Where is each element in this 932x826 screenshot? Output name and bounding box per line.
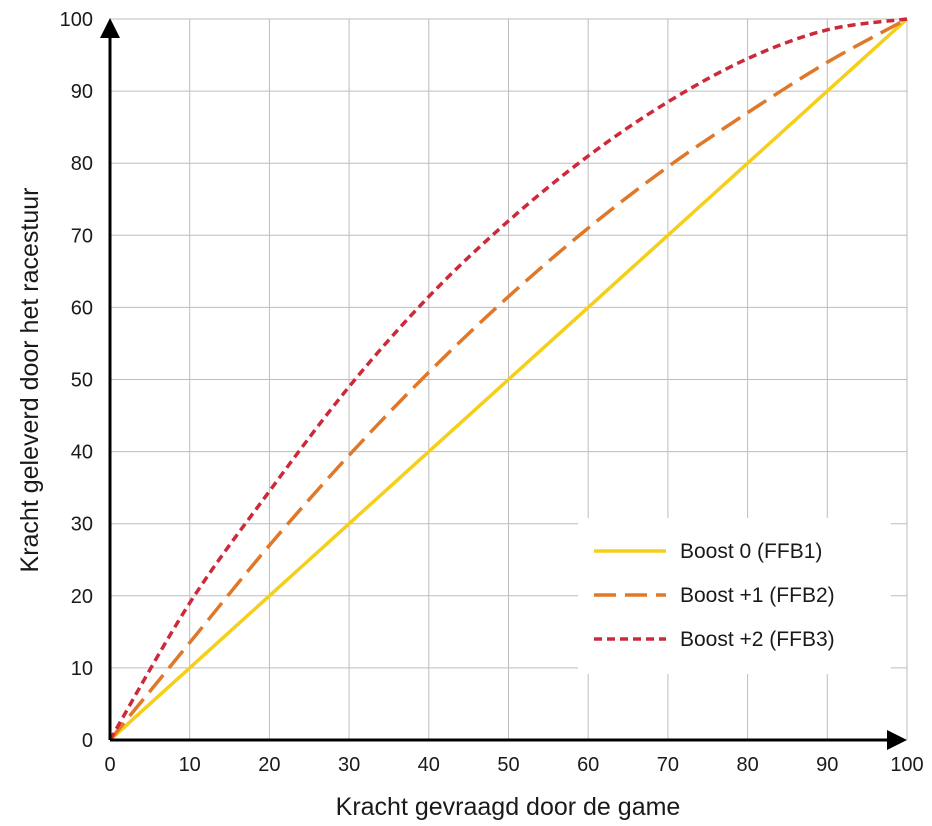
y-tick-label: 90: [71, 81, 93, 103]
x-tick-label: 60: [577, 754, 599, 776]
legend: Boost 0 (FFB1) Boost +1 (FFB2) Boost +2 (F…: [578, 518, 891, 674]
x-tick-label: 50: [497, 754, 519, 776]
series-line-0: [108, 17, 909, 742]
y-tick-label: 50: [71, 370, 93, 392]
y-tick-label: 20: [71, 586, 93, 608]
y-axis-arrow-icon: [100, 18, 120, 38]
x-tick-label: 40: [418, 754, 440, 776]
x-tick-label: 30: [338, 754, 360, 776]
y-tick-labels: 0 10 20 30 40 50 60 70 80 90 100: [60, 9, 93, 752]
x-tick-label: 20: [258, 754, 280, 776]
x-tick-labels: 0 10 20 30 40 50 60 70 80 90 100: [104, 754, 923, 776]
x-tick-label: 100: [890, 754, 923, 776]
legend-label-1: Boost +1 (FFB2): [680, 584, 835, 607]
y-tick-label: 60: [71, 297, 93, 319]
x-tick-label: 80: [736, 754, 758, 776]
axes: [100, 18, 907, 750]
y-tick-label: 0: [82, 730, 93, 752]
y-tick-label: 100: [60, 9, 93, 31]
x-tick-label: 10: [179, 754, 201, 776]
x-tick-label: 90: [816, 754, 838, 776]
x-tick-label: 0: [104, 754, 115, 776]
legend-label-0: Boost 0 (FFB1): [680, 540, 822, 563]
y-tick-label: 40: [71, 442, 93, 464]
series-layer: [108, 17, 909, 742]
y-tick-label: 70: [71, 225, 93, 247]
y-tick-label: 10: [71, 658, 93, 680]
y-axis-label: Kracht geleverd door het racestuur: [16, 188, 44, 573]
x-tick-label: 70: [657, 754, 679, 776]
legend-label-2: Boost +2 (FFB3): [680, 628, 835, 651]
series-line-1: [108, 17, 908, 742]
x-axis-arrow-icon: [887, 730, 907, 750]
y-tick-label: 30: [71, 514, 93, 536]
series-line-2: [108, 17, 908, 741]
x-axis-label: Kracht gevraagd door de game: [336, 793, 681, 821]
y-tick-label: 80: [71, 153, 93, 175]
